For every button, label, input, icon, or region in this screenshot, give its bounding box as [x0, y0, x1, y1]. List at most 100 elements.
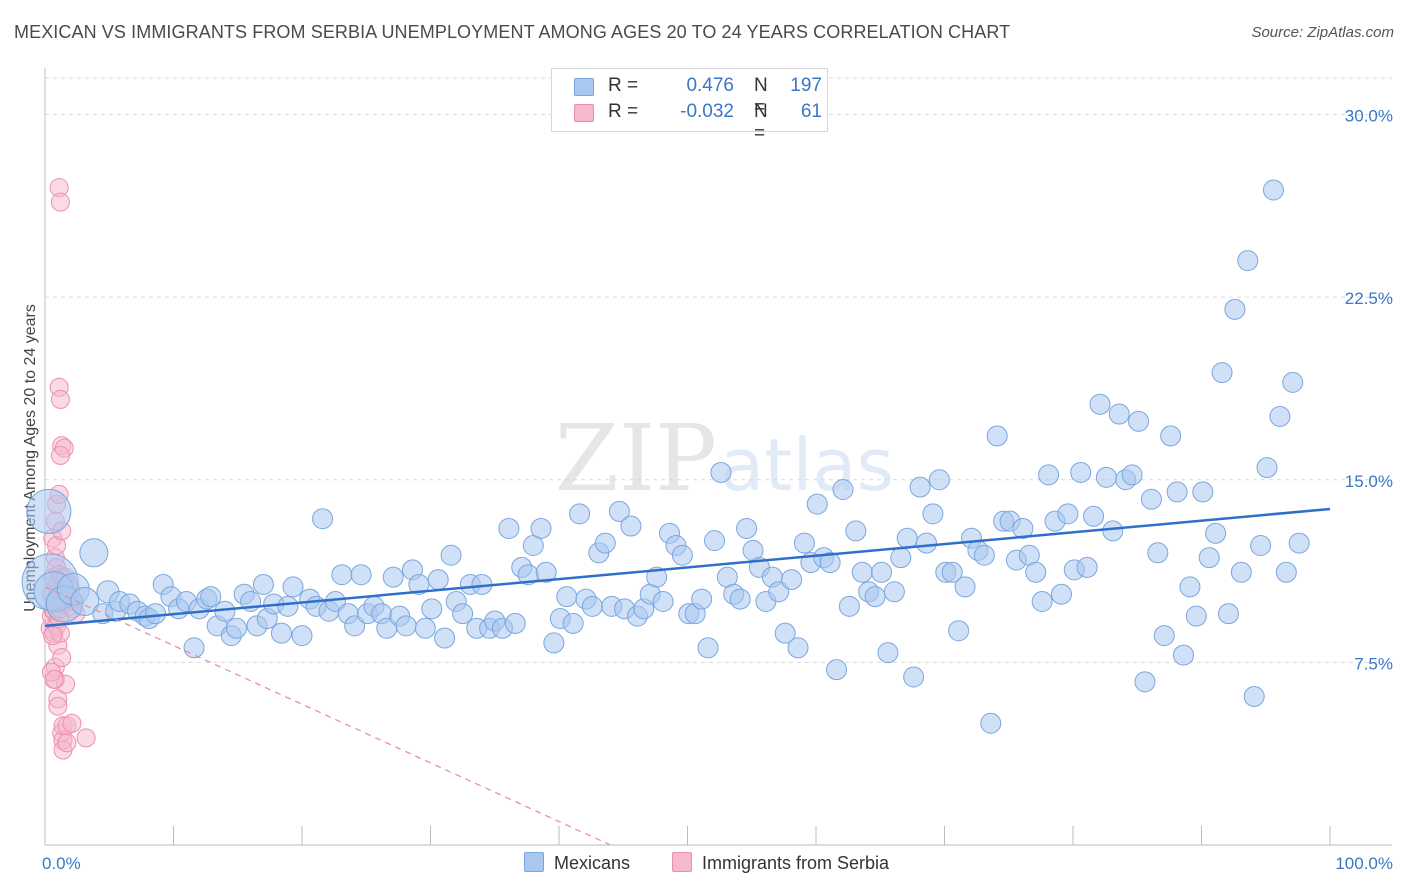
mexican-point [1237, 250, 1259, 272]
watermark-zip: ZIP [555, 405, 717, 512]
mexican-point [845, 520, 867, 542]
mexican-point [1269, 405, 1291, 427]
mexican-point [382, 566, 404, 588]
mexican-point [581, 595, 603, 617]
y-tick-label: 30.0% [1345, 107, 1393, 126]
serbia-point [48, 696, 68, 716]
mexican-point [1256, 457, 1278, 479]
mexican-point [608, 500, 630, 522]
x-tick-label-max: 100.0% [1335, 854, 1393, 873]
mexican-point [1211, 362, 1233, 384]
mexican-point [1275, 561, 1297, 583]
axes [44, 68, 1392, 846]
mexican-point [291, 625, 313, 647]
mexican-point [986, 425, 1008, 447]
mexican-point [79, 538, 109, 568]
watermark-atlas: atlas [720, 423, 894, 507]
mexican-point [350, 564, 372, 586]
serbia-points [40, 178, 96, 760]
serbia-trend-line [44, 586, 611, 846]
mexican-point [569, 503, 591, 525]
mexican-point [183, 637, 205, 659]
mexican-point [270, 622, 292, 644]
serbia-point [44, 669, 64, 689]
mexican-point [1121, 464, 1143, 486]
stats-legend: R = 0.476 N = 197 R = -0.032 N = 61 [551, 68, 828, 144]
mexican-point [980, 712, 1002, 734]
mexican-point [871, 561, 893, 583]
legend-r-value: 0.476 [686, 75, 734, 96]
mexican-point [864, 586, 886, 608]
mexican-point [1160, 425, 1182, 447]
mexican-point [1217, 603, 1239, 625]
mexican-point [787, 637, 809, 659]
mexican-point [1224, 298, 1246, 320]
mexican-points [21, 179, 1310, 734]
mexican-point [1076, 556, 1098, 578]
mexican-point [535, 561, 557, 583]
mexican-point [556, 586, 578, 608]
mexican-point [1128, 410, 1150, 432]
mexican-point [896, 527, 918, 549]
mexican-point [781, 569, 803, 591]
mexican-point [646, 566, 668, 588]
mexican-point [697, 637, 719, 659]
mexican-point [768, 581, 790, 603]
legend-item-serbia: Immigrants from Serbia [672, 852, 889, 874]
legend-swatch-blue [524, 852, 544, 872]
mexican-point [1185, 605, 1207, 627]
mexican-point [530, 517, 552, 539]
mexican-point [710, 461, 732, 483]
legend-n-value: 61 [800, 101, 822, 122]
mexican-point [543, 632, 565, 654]
mexican-point [691, 588, 713, 610]
mexican-point [498, 517, 520, 539]
mexican-point [277, 595, 299, 617]
legend-label-serbia: Immigrants from Serbia [702, 853, 890, 873]
legend-swatch-pink [672, 852, 692, 872]
mexican-point [1250, 535, 1272, 557]
mexican-point [1070, 461, 1092, 483]
mexican-point [504, 612, 526, 634]
mexican-point [1012, 517, 1034, 539]
mexican-point [922, 503, 944, 525]
legend-r-label: R = [608, 75, 639, 96]
mexican-point [26, 488, 72, 534]
mexican-point [1134, 671, 1156, 693]
serbia-point [57, 733, 77, 753]
y-tick-label: 15.0% [1345, 472, 1393, 491]
mexican-point [1192, 481, 1214, 503]
mexican-point [225, 617, 247, 639]
mexican-point [414, 617, 436, 639]
mexican-point [1102, 520, 1124, 542]
mexican-point [928, 469, 950, 491]
mexican-point [1230, 561, 1252, 583]
legend-r-label: R = [608, 101, 639, 122]
mexican-point [1262, 179, 1284, 201]
mexican-point [1166, 481, 1188, 503]
mexican-point [793, 532, 815, 554]
mexican-point [1179, 576, 1201, 598]
mexican-point [652, 591, 674, 613]
source-note: Source: ZipAtlas.com [1251, 24, 1394, 41]
mexican-point [736, 517, 758, 539]
mexican-point [1288, 532, 1310, 554]
legend-label-mexicans: Mexicans [554, 853, 631, 873]
mexican-point [774, 622, 796, 644]
mexican-trend-line [44, 507, 1331, 628]
mexican-point [1198, 547, 1220, 569]
mexican-point [1095, 466, 1117, 488]
mexican-point [1025, 561, 1047, 583]
mexican-point [252, 573, 274, 595]
mexican-point [70, 587, 100, 617]
mexican-point [1205, 522, 1227, 544]
mexican-point [903, 666, 925, 688]
mexican-point [826, 659, 848, 681]
y-tick-label: 7.5% [1354, 654, 1393, 673]
legend-n-label: N = [754, 75, 768, 118]
legend-item-mexicans: Mexicans [524, 852, 630, 874]
serbia-point [76, 728, 96, 748]
mexican-point [703, 530, 725, 552]
mexican-point [312, 508, 334, 530]
mexican-point [282, 576, 304, 598]
